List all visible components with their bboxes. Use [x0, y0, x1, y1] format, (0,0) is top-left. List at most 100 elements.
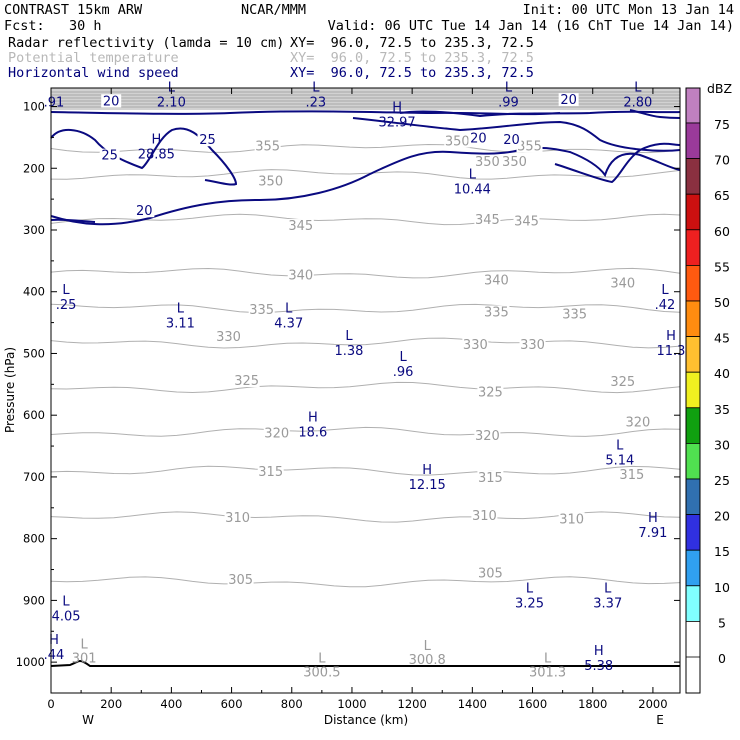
colorbar-swatch-65 [685, 158, 701, 195]
theta-isoline-350 [50, 169, 681, 180]
colorbar-swatch-45 [685, 300, 701, 337]
wind-extremum-value: 3.37 [593, 597, 622, 612]
colorbar-label: 35 [714, 402, 730, 417]
wind-extremum-kind: L [285, 301, 293, 316]
colorbar-swatch-70 [685, 122, 701, 159]
theta-label-bg [618, 467, 645, 481]
y-tick-label: 600 [23, 408, 45, 422]
x-tick-label: 2000 [638, 697, 667, 711]
theta-label: 330 [216, 330, 241, 345]
wind-extremum-kind: L [345, 329, 353, 344]
colorbar-swatch-20 [685, 478, 701, 515]
wind-extremum-value: .99 [498, 95, 519, 110]
theta-label: 325 [610, 375, 635, 390]
theta-label: 320 [475, 429, 500, 444]
wind-extremum-kind: L [62, 595, 70, 610]
wind-extremum-value: 4.37 [274, 316, 303, 331]
y-tick-label: 800 [23, 532, 45, 546]
theta-extremum-value: 301 [72, 652, 97, 667]
theta-label: 310 [559, 512, 584, 527]
x-endpoint-west: W [82, 713, 94, 727]
wind-contour-label: 20 [503, 133, 520, 148]
wind-extremum-value: .25 [56, 298, 77, 313]
wind-contour-label: 25 [101, 149, 118, 164]
theta-label: 325 [478, 386, 503, 401]
field-xy-reflectivity: XY= 96.0, 72.5 to 235.3, 72.5 [290, 35, 534, 51]
wind-label-bg [558, 93, 579, 107]
x-endpoint-east: E [656, 713, 664, 727]
field-name-reflectivity: Radar reflectivity (lamda = 10 cm) [8, 35, 284, 51]
theta-label: 305 [478, 567, 503, 582]
wind-label-bg [134, 204, 155, 218]
theta-label: 340 [610, 276, 635, 291]
colorbar-unit: dBZ [707, 81, 732, 96]
upper-theta-band [51, 88, 680, 110]
theta-label-bg [474, 428, 501, 442]
theta-label: 320 [625, 415, 650, 430]
theta-label: 320 [264, 426, 289, 441]
theta-isoline-320 [50, 426, 681, 437]
wind-extremum-kind: H [422, 463, 432, 478]
colorbar-swatch-40 [685, 336, 701, 373]
theta-label: 315 [619, 468, 644, 483]
theta-label: 330 [520, 338, 545, 353]
theta-label: 315 [258, 465, 283, 480]
x-tick-label: 600 [221, 697, 243, 711]
theta-extremum-kind: L [318, 651, 326, 666]
field-xy-theta: XY= 96.0, 72.5 to 235.3, 72.5 [290, 50, 534, 66]
x-tick-label: 1400 [458, 697, 487, 711]
wind-contour-20-low [50, 218, 96, 223]
theta-label: 335 [484, 305, 509, 320]
theta-label-bg [444, 134, 471, 148]
y-axis-label: Pressure (hPa) [3, 347, 17, 433]
colorbar-swatch-0 [685, 621, 701, 658]
theta-label: 325 [234, 374, 259, 389]
model-title: CONTRAST 15km ARW [4, 2, 143, 18]
colorbar-label: 30 [714, 437, 730, 452]
y-tick-label: 200 [23, 161, 45, 175]
theta-label: 335 [249, 303, 274, 318]
init-time: Init: 00 UTC Mon 13 Jan 14 [523, 2, 734, 18]
wind-extremum-value: 7.91 [638, 526, 667, 541]
x-tick-label: 1800 [578, 697, 607, 711]
theta-label: 340 [484, 273, 509, 288]
wind-extremum-value: .91 [44, 95, 65, 110]
y-tick-label: 100 [23, 100, 45, 114]
y-tick-label: 500 [23, 346, 45, 360]
theta-isoline-345 [50, 213, 681, 226]
colorbar-label: 15 [714, 544, 730, 559]
colorbar-swatch-75 [685, 87, 701, 124]
theta-label-bg [227, 572, 254, 586]
y-tick-label: 400 [23, 285, 45, 299]
theta-label: 315 [478, 471, 503, 486]
theta-label-bg [519, 338, 546, 352]
x-axis-label: Distance (km) [324, 713, 408, 727]
theta-label-bg [501, 154, 528, 168]
theta-label-bg [609, 375, 636, 389]
theta-label: 345 [514, 215, 539, 230]
x-tick-label: 1200 [398, 697, 427, 711]
x-tick-label: 400 [160, 697, 182, 711]
x-tick-label: 800 [281, 697, 303, 711]
wind-extremum-kind: L [62, 283, 70, 298]
colorbar-swatch-15 [685, 514, 701, 551]
colorbar-swatch-30 [685, 407, 701, 444]
surface-line [50, 659, 680, 667]
theta-label-bg [624, 415, 651, 429]
wind-contour-20-right [554, 142, 681, 184]
forecast-hour: Fcst: 30 h [4, 18, 102, 34]
theta-label-bg [483, 305, 510, 319]
theta-label-bg [224, 511, 251, 525]
wind-extremum-kind: L [399, 350, 407, 365]
colorbar-label: 0 [718, 651, 726, 666]
wind-contour-label: 20 [136, 204, 153, 219]
colorbar-swatch-60 [685, 193, 701, 231]
colorbar-label: 40 [714, 366, 730, 381]
theta-label-bg [516, 139, 543, 153]
colorbar-swatch-5 [685, 585, 701, 622]
wind-extremum-value: .42 [655, 298, 676, 313]
theta-label-bg [233, 374, 260, 388]
wind-extremum-value: .23 [305, 95, 326, 110]
wind-extremum-value: .96 [393, 365, 414, 380]
